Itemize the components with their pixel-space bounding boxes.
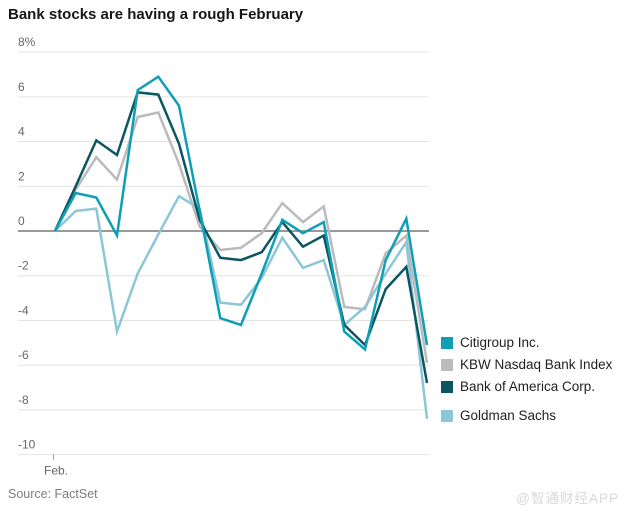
series-line-goldman-sachs: [54, 194, 429, 419]
y-tick-label: -2: [18, 259, 29, 273]
y-tick-label: -10: [18, 438, 36, 452]
y-tick-label: 6: [18, 80, 25, 94]
y-tick-label: -4: [18, 303, 29, 317]
series-line-citigroup-inc: [53, 74, 429, 352]
chart-title: Bank stocks are having a rough February: [8, 6, 304, 23]
source-note: Source: FactSet: [8, 487, 98, 501]
y-tick-label: -8: [18, 393, 29, 407]
x-axis-label: Feb.: [44, 464, 68, 478]
y-tick-label: 2: [18, 169, 25, 183]
y-tick-label: 4: [18, 125, 25, 139]
y-tick-label: 8%: [18, 35, 36, 49]
y-tick-label: 0: [18, 214, 25, 228]
y-tick-label: -6: [18, 348, 29, 362]
watermark: @智通财经APP: [516, 491, 619, 506]
series-line-bank-of-america-corp: [53, 91, 429, 384]
series-line-kbw-nasdaq-bank-index: [53, 111, 429, 364]
